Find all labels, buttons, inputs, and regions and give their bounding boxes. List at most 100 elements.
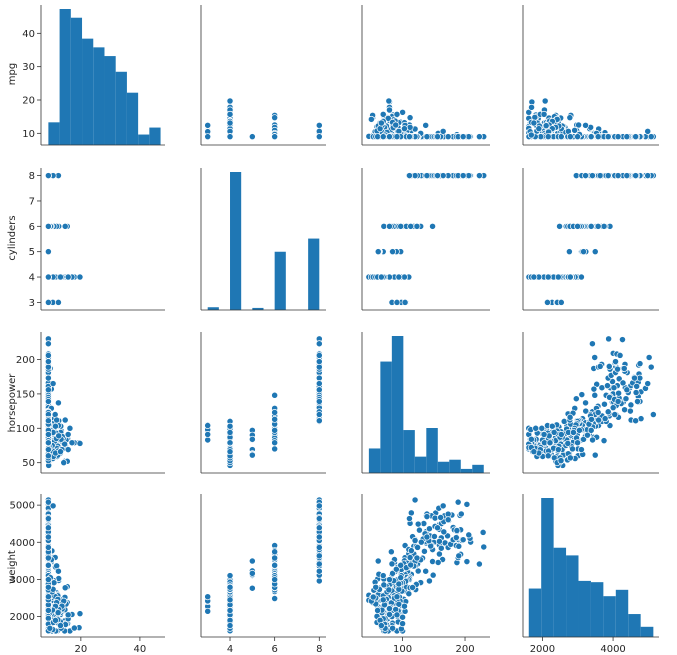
point-weight-horsepower-349 bbox=[452, 534, 460, 542]
point-weight-horsepower-220 bbox=[435, 550, 443, 558]
ytick-label-weight-4000: 4000 bbox=[10, 538, 35, 549]
point-weight-cylinders-341 bbox=[315, 567, 323, 575]
hist-bar-cylinders-2 bbox=[230, 172, 242, 310]
point-cylinders-horsepower-370 bbox=[395, 273, 403, 281]
hist-bar-horsepower-4 bbox=[414, 456, 427, 473]
hist-bar-weight-6 bbox=[603, 596, 616, 637]
hist-bar-mpg-0 bbox=[48, 122, 60, 145]
point-horsepower-weight-178 bbox=[649, 411, 657, 418]
ytick-label-horsepower-50: 50 bbox=[22, 458, 35, 469]
point-horsepower-mpg-267 bbox=[61, 416, 69, 424]
point-horsepower-weight-254 bbox=[626, 407, 634, 415]
point-weight-horsepower-389 bbox=[434, 524, 441, 532]
point-weight-horsepower-387 bbox=[397, 561, 405, 569]
hist-bar-horsepower-7 bbox=[449, 459, 461, 473]
point-cylinders-weight-380 bbox=[566, 273, 574, 281]
point-weight-cylinders-8 bbox=[271, 595, 279, 603]
point-weight-horsepower-174 bbox=[405, 590, 413, 598]
point-weight-horsepower-374 bbox=[475, 560, 483, 568]
point-weight-horsepower-46 bbox=[463, 500, 471, 508]
point-cylinders-horsepower-368 bbox=[459, 172, 467, 180]
point-cylinders-horsepower-298 bbox=[389, 248, 397, 256]
point-weight-horsepower-254 bbox=[414, 520, 422, 528]
point-weight-horsepower-297 bbox=[437, 544, 445, 552]
point-horsepower-cylinders-389 bbox=[315, 386, 323, 394]
point-mpg-weight-376 bbox=[604, 133, 612, 141]
point-weight-cylinders-348 bbox=[226, 572, 234, 580]
point-horsepower-mpg-353 bbox=[64, 446, 72, 454]
point-weight-horsepower-340 bbox=[453, 527, 461, 535]
ylabel-mpg: mpg bbox=[7, 63, 18, 85]
point-mpg-horsepower-368 bbox=[459, 133, 467, 141]
point-weight-horsepower-273 bbox=[417, 538, 425, 546]
point-horsepower-weight-385 bbox=[588, 415, 595, 423]
hist-bar-mpg-6 bbox=[115, 71, 127, 145]
point-horsepower-cylinders-252 bbox=[204, 422, 212, 429]
point-horsepower-weight-377 bbox=[594, 409, 602, 416]
hist-bar-weight-5 bbox=[590, 582, 604, 637]
point-mpg-weight-390 bbox=[632, 133, 640, 141]
point-weight-mpg-295 bbox=[76, 610, 84, 618]
point-weight-horsepower-386 bbox=[423, 533, 431, 541]
point-weight-cylinders-391 bbox=[226, 622, 234, 630]
point-horsepower-cylinders-368 bbox=[315, 358, 323, 366]
point-horsepower-cylinders-333 bbox=[315, 351, 323, 359]
panel-cylinders-vs-cylinders bbox=[200, 168, 326, 311]
point-cylinders-weight-388 bbox=[557, 298, 565, 306]
point-cylinders-weight-387 bbox=[587, 222, 595, 230]
hist-bar-mpg-4 bbox=[93, 47, 105, 145]
point-mpg-weight-182 bbox=[575, 121, 583, 129]
point-cylinders-weight-287 bbox=[596, 172, 604, 180]
point-mpg-weight-386 bbox=[614, 133, 622, 141]
point-horsepower-weight-274 bbox=[605, 362, 613, 370]
point-cylinders-mpg-390 bbox=[44, 172, 52, 180]
hist-bar-horsepower-2 bbox=[391, 336, 404, 473]
point-horsepower-weight-376 bbox=[604, 408, 612, 416]
panel-mpg-vs-cylinders bbox=[200, 5, 326, 146]
hist-bar-horsepower-1 bbox=[380, 361, 392, 473]
point-cylinders-mpg-388 bbox=[44, 298, 52, 306]
point-cylinders-horsepower-384 bbox=[386, 222, 393, 230]
point-weight-horsepower-315 bbox=[369, 593, 377, 601]
point-mpg-weight-342 bbox=[542, 122, 550, 130]
point-weight-horsepower-380 bbox=[372, 583, 380, 591]
point-cylinders-weight-391 bbox=[530, 273, 538, 281]
xtick-label-mpg-40: 40 bbox=[134, 644, 147, 655]
point-horsepower-cylinders-384 bbox=[271, 439, 279, 447]
hist-bar-mpg-8 bbox=[138, 134, 150, 145]
point-cylinders-weight-389 bbox=[623, 172, 631, 180]
hist-bar-weight-9 bbox=[640, 626, 654, 637]
point-weight-horsepower-357 bbox=[393, 611, 401, 619]
ytick-label-cylinders-6: 6 bbox=[29, 222, 35, 233]
point-weight-horsepower-348 bbox=[379, 572, 387, 580]
point-horsepower-cylinders-298 bbox=[248, 435, 256, 443]
point-horsepower-mpg-389 bbox=[44, 386, 52, 394]
point-weight-horsepower-285 bbox=[430, 533, 438, 540]
hist-bar-horsepower-5 bbox=[426, 428, 438, 473]
point-mpg-horsepower-357 bbox=[393, 110, 401, 118]
xtick-label-horsepower-100: 100 bbox=[393, 644, 412, 655]
point-horsepower-weight-280 bbox=[578, 391, 586, 399]
point-horsepower-cylinders-386 bbox=[315, 398, 323, 405]
point-mpg-weight-384 bbox=[574, 133, 582, 141]
point-horsepower-weight-343 bbox=[548, 422, 556, 430]
ytick-label-cylinders-3: 3 bbox=[29, 298, 35, 309]
point-horsepower-mpg-200 bbox=[66, 424, 74, 432]
point-weight-mpg-389 bbox=[44, 524, 52, 532]
ylabel-cylinders: cylinders bbox=[7, 215, 18, 260]
point-horsepower-weight-241 bbox=[589, 436, 597, 444]
point-mpg-horsepower-268 bbox=[406, 123, 414, 131]
point-weight-mpg-361 bbox=[46, 624, 54, 632]
point-cylinders-horsepower-388 bbox=[393, 298, 401, 306]
point-mpg-weight-391 bbox=[530, 119, 538, 127]
point-weight-horsepower-390 bbox=[406, 515, 413, 523]
point-horsepower-weight-388 bbox=[557, 431, 565, 438]
plot-layer: 1020304034567850100150200200030004000500… bbox=[10, 5, 659, 655]
point-cylinders-horsepower-252 bbox=[401, 298, 409, 306]
point-weight-cylinders-384 bbox=[271, 576, 279, 584]
point-horsepower-cylinders-374 bbox=[315, 340, 323, 348]
point-weight-cylinders-377 bbox=[271, 554, 279, 562]
point-horsepower-weight-389 bbox=[623, 386, 631, 394]
ytick-label-horsepower-200: 200 bbox=[16, 355, 35, 366]
point-weight-horsepower-388 bbox=[393, 593, 401, 601]
